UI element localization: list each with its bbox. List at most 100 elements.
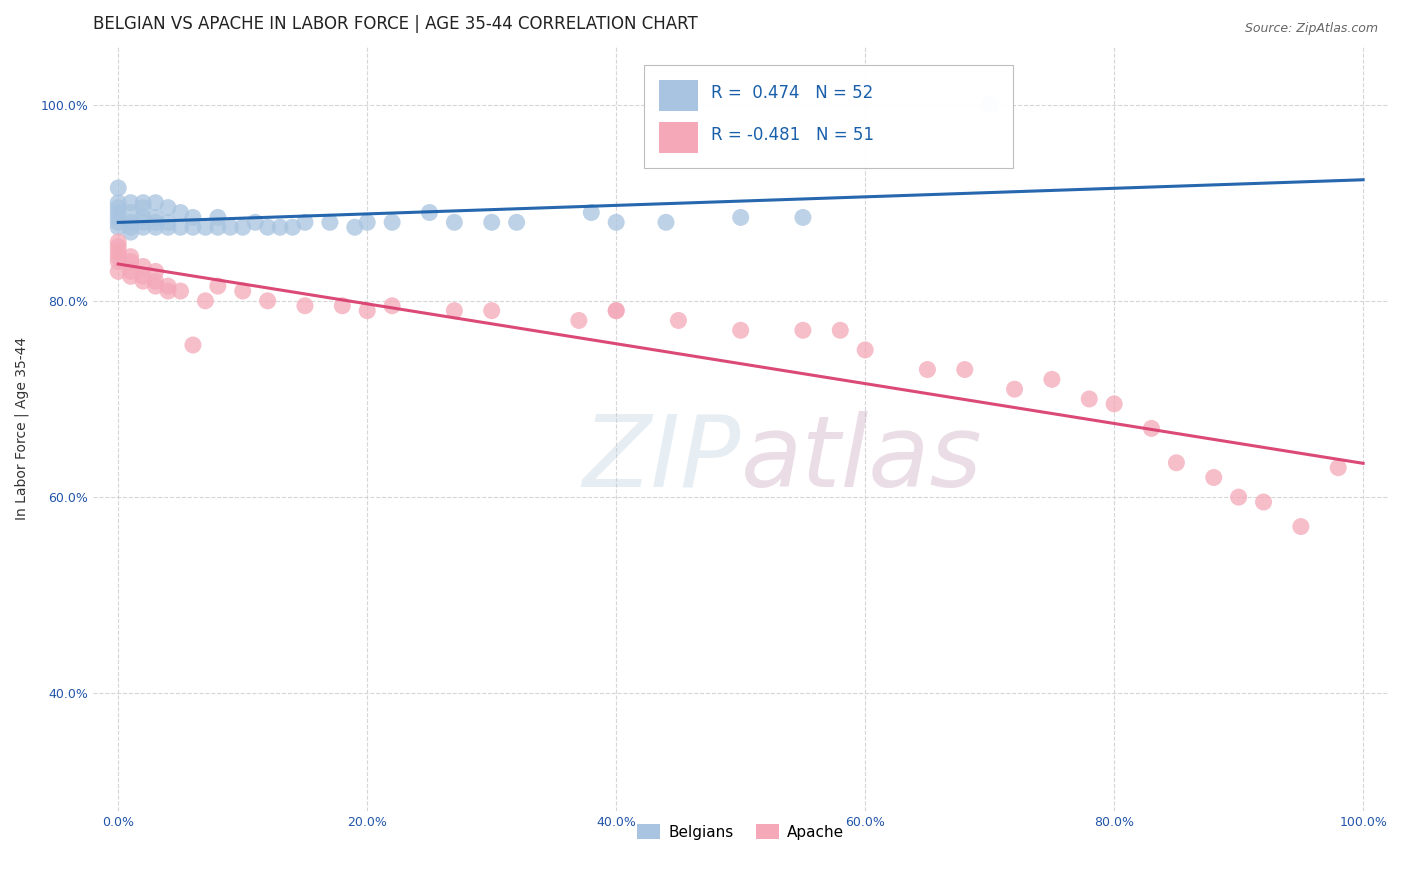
Point — [169, 220, 191, 235]
Point — [181, 338, 204, 352]
Point — [1140, 421, 1163, 435]
Point — [145, 211, 167, 225]
Point — [207, 279, 229, 293]
FancyBboxPatch shape — [659, 80, 697, 111]
Text: R = -0.481   N = 51: R = -0.481 N = 51 — [711, 127, 875, 145]
Point — [157, 220, 180, 235]
Point — [356, 215, 378, 229]
Text: atlas: atlas — [741, 410, 983, 508]
Point — [232, 284, 254, 298]
Point — [953, 362, 976, 376]
Point — [120, 254, 142, 268]
Point — [1102, 397, 1125, 411]
Point — [605, 303, 627, 318]
Point — [181, 220, 204, 235]
Point — [107, 254, 129, 268]
Point — [1289, 519, 1312, 533]
Point — [979, 97, 1001, 112]
Point — [120, 264, 142, 278]
Point — [730, 323, 752, 337]
Point — [120, 269, 142, 284]
Point — [194, 293, 217, 308]
Point — [481, 303, 503, 318]
Point — [107, 215, 129, 229]
Point — [157, 284, 180, 298]
Point — [381, 215, 404, 229]
Point — [294, 299, 316, 313]
Point — [505, 215, 527, 229]
Point — [132, 195, 155, 210]
Text: Source: ZipAtlas.com: Source: ZipAtlas.com — [1244, 22, 1378, 36]
Point — [830, 323, 852, 337]
Point — [343, 220, 366, 235]
Point — [169, 205, 191, 219]
Point — [132, 220, 155, 235]
Point — [581, 205, 603, 219]
Point — [120, 250, 142, 264]
Point — [107, 235, 129, 249]
Point — [730, 211, 752, 225]
Point — [181, 211, 204, 225]
Point — [668, 313, 690, 327]
Point — [120, 220, 142, 235]
Point — [1040, 372, 1063, 386]
Point — [157, 279, 180, 293]
Point — [132, 201, 155, 215]
Point — [145, 215, 167, 229]
Point — [219, 220, 242, 235]
Point — [1253, 495, 1275, 509]
Text: ZIP: ZIP — [582, 410, 741, 508]
Point — [207, 211, 229, 225]
Point — [157, 201, 180, 215]
Point — [145, 264, 167, 278]
Point — [107, 201, 129, 215]
Legend: Belgians, Apache: Belgians, Apache — [631, 817, 851, 846]
Point — [107, 264, 129, 278]
Point — [568, 313, 591, 327]
Point — [655, 215, 678, 229]
FancyBboxPatch shape — [659, 122, 697, 153]
Point — [1166, 456, 1188, 470]
Point — [169, 284, 191, 298]
Point — [120, 205, 142, 219]
Point — [132, 274, 155, 288]
Point — [157, 215, 180, 229]
Point — [481, 215, 503, 229]
Point — [194, 220, 217, 235]
Point — [107, 211, 129, 225]
FancyBboxPatch shape — [644, 65, 1012, 169]
Point — [120, 195, 142, 210]
Point — [1202, 470, 1225, 484]
Point — [356, 303, 378, 318]
Point — [319, 215, 342, 229]
Point — [853, 343, 876, 357]
Point — [243, 215, 266, 229]
Point — [132, 211, 155, 225]
Point — [207, 220, 229, 235]
Point — [256, 293, 278, 308]
Text: R =  0.474   N = 52: R = 0.474 N = 52 — [711, 84, 873, 102]
Point — [418, 205, 440, 219]
Point — [1227, 490, 1250, 504]
Point — [107, 240, 129, 254]
Point — [132, 269, 155, 284]
Point — [1327, 460, 1350, 475]
Point — [145, 220, 167, 235]
Point — [120, 225, 142, 239]
Point — [132, 260, 155, 274]
Point — [107, 244, 129, 259]
Point — [107, 220, 129, 235]
Point — [107, 195, 129, 210]
Point — [792, 211, 814, 225]
Point — [145, 274, 167, 288]
Point — [294, 215, 316, 229]
Point — [605, 215, 627, 229]
Point — [281, 220, 304, 235]
Point — [145, 195, 167, 210]
Point — [120, 215, 142, 229]
Y-axis label: In Labor Force | Age 35-44: In Labor Force | Age 35-44 — [15, 337, 30, 520]
Point — [917, 362, 939, 376]
Point — [792, 323, 814, 337]
Point — [256, 220, 278, 235]
Point — [107, 250, 129, 264]
